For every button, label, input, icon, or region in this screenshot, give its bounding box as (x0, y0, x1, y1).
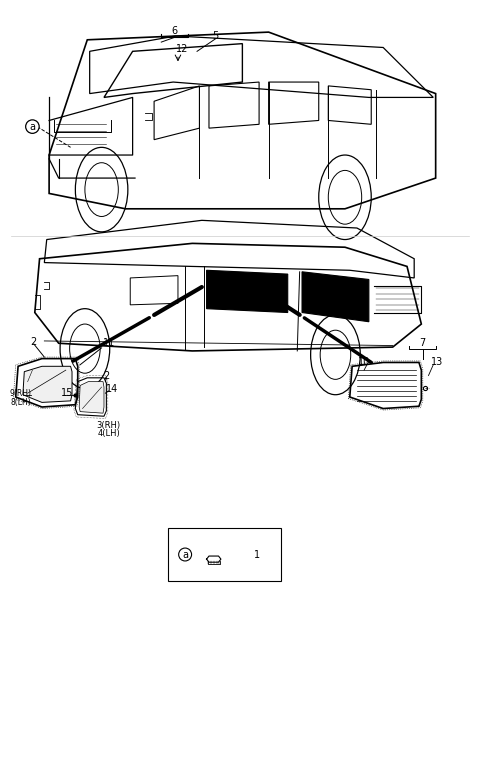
FancyBboxPatch shape (168, 527, 281, 581)
Polygon shape (23, 366, 72, 402)
Text: 8(LH): 8(LH) (10, 398, 31, 407)
Polygon shape (206, 271, 288, 312)
Text: a: a (29, 122, 36, 132)
Text: 9(RH): 9(RH) (10, 389, 32, 398)
Text: 12: 12 (176, 44, 188, 54)
Text: a: a (182, 550, 188, 560)
Text: 3(RH): 3(RH) (96, 421, 121, 430)
Text: 7: 7 (420, 338, 426, 348)
Polygon shape (79, 382, 104, 413)
Text: 2: 2 (31, 337, 37, 347)
Text: 11: 11 (103, 338, 115, 348)
Text: 2: 2 (103, 371, 109, 381)
Text: 1: 1 (253, 550, 260, 560)
Text: 4(LH): 4(LH) (97, 429, 120, 439)
Text: 15: 15 (61, 388, 73, 398)
Text: 13: 13 (431, 358, 443, 368)
Text: 6: 6 (171, 26, 177, 36)
Polygon shape (302, 272, 369, 322)
Text: 10: 10 (358, 358, 370, 368)
Text: 14: 14 (106, 384, 118, 393)
Text: 5: 5 (212, 31, 218, 41)
